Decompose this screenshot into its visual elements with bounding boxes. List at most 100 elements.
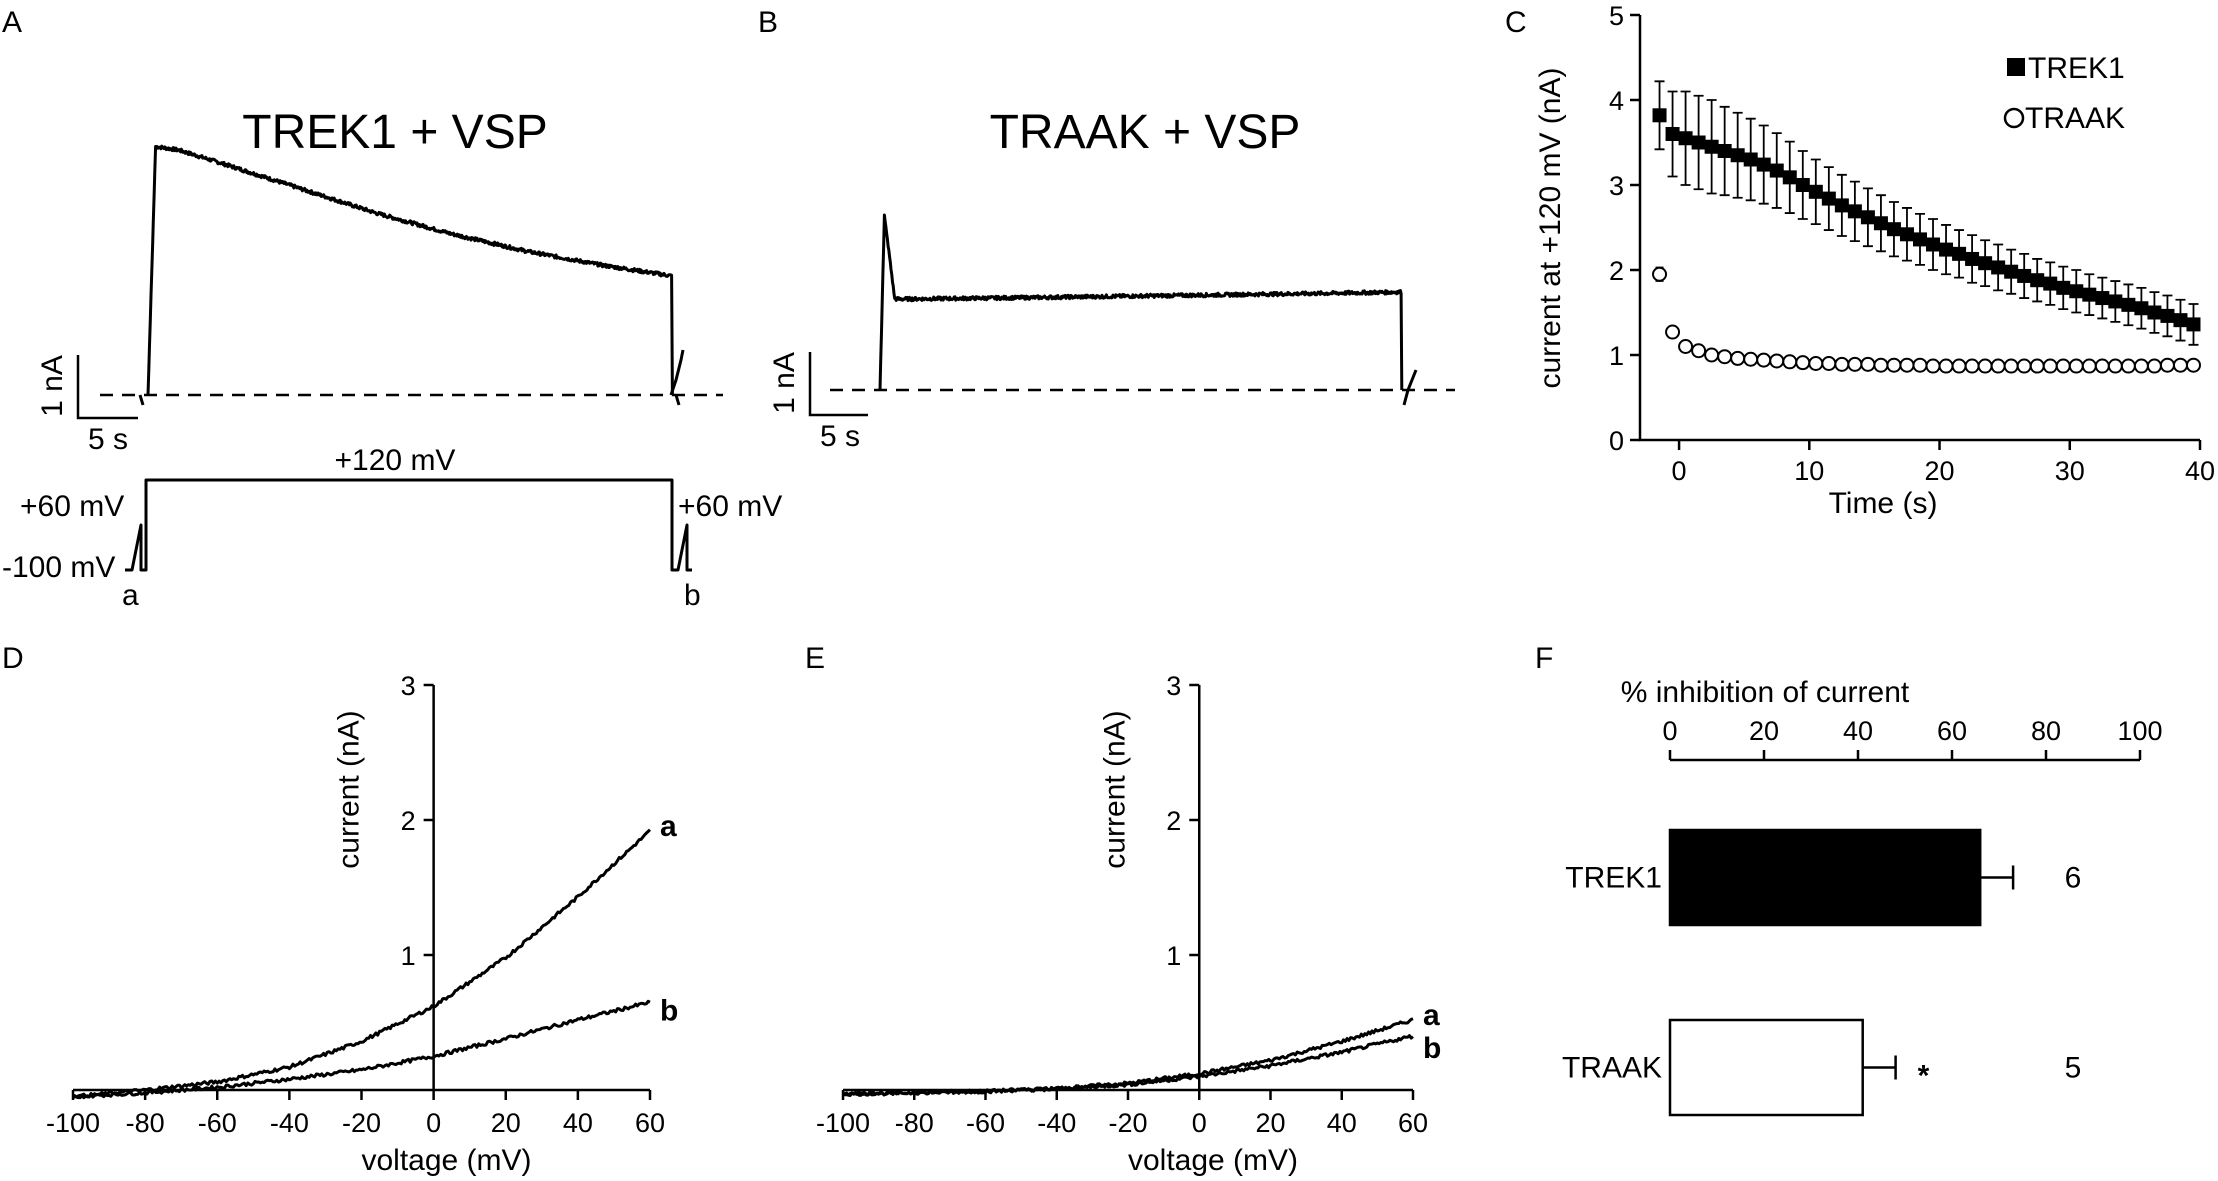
trek1-point [2004, 264, 2019, 279]
panel-a-scale-current: 1 nA [36, 355, 69, 417]
trek1-point [1795, 178, 1810, 192]
traak-point [1964, 358, 1980, 374]
category-label-traak: TRAAK [1562, 1052, 1662, 1085]
n-label-traak: 5 [2065, 1052, 2082, 1085]
trek1-point [1952, 246, 1967, 261]
xtick-label: -40 [1037, 1108, 1076, 1138]
traak-point [1860, 356, 1876, 372]
xtick-label: 60 [1398, 1108, 1428, 1138]
panel-c-ytick-label: 5 [1609, 1, 1624, 31]
trek1-point [1926, 237, 1941, 252]
xtick-label: -20 [1108, 1108, 1147, 1138]
n-label-trek1: 6 [2065, 862, 2082, 895]
protocol-label-hold: -100 mV [2, 551, 115, 584]
panel-b-current-trace [878, 213, 1404, 391]
trek1-point [1678, 131, 1693, 146]
xtick-label: -60 [966, 1108, 1005, 1138]
panel-f: % inhibition of current 0 20 40 60 80 100 TREK… [1562, 676, 2163, 1117]
panel-b: TRAAK + VSP 1 nA 5 s [768, 106, 1455, 453]
legend-traak-marker [2003, 107, 2025, 129]
trek1-point [2134, 301, 2149, 316]
panel-b-title: TRAAK + VSP [990, 106, 1301, 159]
panel-c-ylabel: current at +120 mV (nA) [1534, 68, 1567, 389]
trek1-point [1665, 127, 1680, 141]
trek1-point [2043, 276, 2058, 291]
panel-c-xtick-label: 30 [2055, 456, 2085, 486]
traak-point [1756, 352, 1772, 368]
traak-point [2185, 357, 2201, 373]
category-label-trek1: TREK1 [1565, 862, 1662, 895]
xlabel: voltage (mV) [361, 1144, 531, 1177]
panel-b-scale-time: 5 s [820, 420, 860, 453]
trek1-point [1860, 210, 1875, 225]
panel-letter-d: D [2, 642, 24, 675]
xtick-label: -20 [342, 1108, 381, 1138]
panel-c-xtick-label: 40 [2185, 456, 2215, 486]
trace-label-b: b [660, 994, 678, 1027]
traak-point [1717, 349, 1733, 365]
traak-point [2042, 358, 2058, 374]
error-bar-traak [1862, 1055, 1897, 1080]
traak-point [2146, 358, 2162, 374]
traak-point [1652, 266, 1668, 282]
significance-marker: * [1918, 1060, 1930, 1093]
trek1-point [2082, 287, 2097, 302]
iv-trace-a [71, 828, 651, 1100]
trek1-point [1991, 260, 2006, 275]
trek1-point [1808, 184, 1823, 199]
traak-point [1990, 358, 2006, 374]
traak-point [1782, 354, 1798, 370]
xtick-label: -100 [46, 1108, 100, 1138]
ylabel: current (nA) [1098, 710, 1131, 868]
legend-trek1-label: TREK1 [2028, 52, 2125, 85]
bar-trek1 [1668, 828, 1982, 927]
traak-point [2133, 358, 2149, 374]
panel-b-ramp-b [1402, 369, 1418, 406]
traak-point [1665, 324, 1681, 340]
trek1-point [1873, 216, 1888, 231]
traak-point [1899, 357, 1915, 373]
panel-c-ytick-label: 1 [1609, 341, 1624, 371]
traak-point [1834, 356, 1850, 372]
panel-a-scale-bar [76, 355, 138, 420]
panel-a-voltage-protocol [125, 478, 692, 572]
panel-f-xtick-label: 80 [2031, 716, 2061, 746]
traak-point [2081, 358, 2097, 374]
ytick-label: 2 [1166, 806, 1181, 836]
trace-label-b: b [1423, 1032, 1441, 1065]
traak-point [2055, 358, 2071, 374]
xtick-label: 20 [491, 1108, 521, 1138]
traak-point [1678, 339, 1694, 354]
trace-label-a: a [1423, 999, 1440, 1032]
panel-c-ytick-label: 4 [1609, 86, 1624, 116]
error-bar-trek1 [1980, 865, 2015, 890]
protocol-marker-a: a [122, 579, 139, 612]
traak-point [1743, 351, 1759, 367]
protocol-label-post: +60 mV [678, 490, 782, 523]
panel-c-xlabel: Time (s) [1829, 487, 1938, 520]
xtick-label: -100 [816, 1108, 870, 1138]
ytick-label: 3 [401, 671, 416, 701]
xtick-label: 0 [1192, 1108, 1207, 1138]
xtick-label: 20 [1255, 1108, 1285, 1138]
traak-point [1847, 356, 1863, 372]
traak-point [2172, 357, 2188, 373]
panel-c: Time (s) current at +120 mV (nA) TREK1 T… [1534, 1, 2215, 520]
trek1-point [1899, 227, 1914, 242]
panel-a-title: TREK1 + VSP [242, 106, 547, 159]
panel-f-xtick-label: 100 [2117, 716, 2162, 746]
panel-f-xtick-label: 60 [1937, 716, 1967, 746]
traak-point [1808, 356, 1824, 371]
xtick-label: 0 [426, 1108, 441, 1138]
traak-point [2068, 358, 2084, 374]
panel-e: -100 -80 -60 -40 -20 0 20 40 60 1 2 3 voltage (mV) cu… [816, 671, 1441, 1177]
trek1-point [1834, 198, 1849, 213]
legend-traak-label: TRAAK [2025, 102, 2125, 135]
ytick-label: 1 [401, 941, 416, 971]
panel-letter-f: F [1535, 642, 1553, 675]
traak-point [2094, 358, 2110, 374]
panel-letter-b: B [758, 6, 778, 39]
trek1-point [1704, 139, 1719, 154]
trek1-point [1821, 191, 1836, 206]
